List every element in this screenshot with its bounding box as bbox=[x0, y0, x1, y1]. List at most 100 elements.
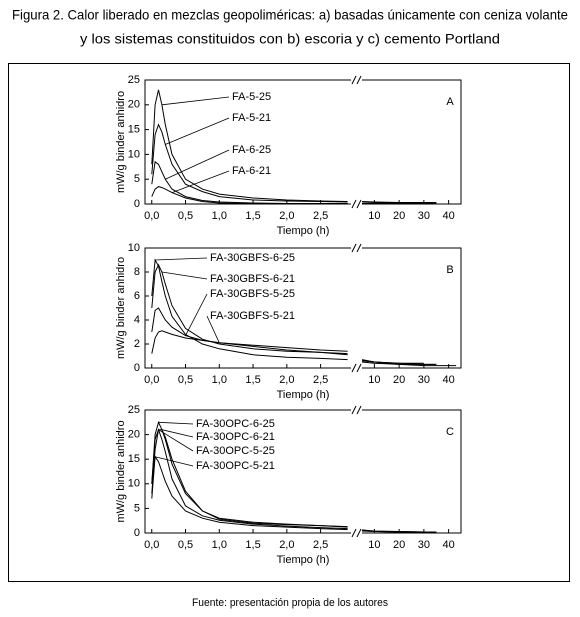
axis-break bbox=[356, 363, 362, 373]
series-label: FA-5-25 bbox=[232, 91, 271, 103]
figure-frame bbox=[8, 63, 570, 582]
leader-line bbox=[206, 315, 220, 343]
y-tick-label: 15 bbox=[128, 124, 140, 136]
leader-line bbox=[155, 456, 194, 467]
x-axis-label: Tiempo (h) bbox=[277, 225, 330, 237]
x-axis-label: Tiempo (h) bbox=[277, 554, 330, 566]
x-tick-label: 0,0 bbox=[144, 539, 159, 551]
x-tick-label: 2,0 bbox=[279, 374, 294, 386]
x-tick-label: 40 bbox=[443, 210, 455, 222]
x-tick-label: 0,5 bbox=[178, 539, 193, 551]
axis-break bbox=[356, 75, 362, 85]
axis-break bbox=[351, 405, 357, 415]
leader-line bbox=[165, 149, 230, 180]
panel-label: A bbox=[446, 96, 454, 108]
series-label: FA-30GBFS-6-25 bbox=[210, 252, 295, 264]
x-tick-label: 1,5 bbox=[245, 210, 260, 222]
y-tick-label: 5 bbox=[134, 502, 140, 514]
y-tick-label: 25 bbox=[128, 404, 140, 416]
series-label: FA-30OPC-5-21 bbox=[196, 460, 275, 472]
x-tick-label: 2,5 bbox=[313, 539, 328, 551]
leader-line bbox=[161, 96, 230, 106]
leader-line bbox=[158, 421, 194, 425]
y-axis-label: mW/g binder anhidro bbox=[115, 420, 127, 522]
x-tick-label: 40 bbox=[443, 374, 455, 386]
series-line bbox=[151, 123, 437, 203]
x-tick-label: 30 bbox=[418, 539, 430, 551]
x-tick-label: 10 bbox=[368, 210, 380, 222]
series-label: FA-30OPC-6-21 bbox=[196, 431, 275, 443]
x-tick-label: 20 bbox=[393, 539, 405, 551]
series-line bbox=[151, 89, 437, 203]
series-line bbox=[151, 455, 437, 533]
y-tick-label: 25 bbox=[128, 74, 140, 86]
panel-label: B bbox=[446, 264, 453, 276]
figure-title: Figura 2. Calor liberado en mezclas geop… bbox=[12, 7, 568, 23]
y-tick-label: 8 bbox=[134, 266, 140, 278]
x-tick-label: 0,5 bbox=[178, 210, 193, 222]
x-tick-label: 20 bbox=[393, 374, 405, 386]
series-label: FA-6-25 bbox=[232, 144, 271, 156]
x-tick-label: 10 bbox=[368, 539, 380, 551]
y-tick-label: 20 bbox=[128, 99, 140, 111]
y-tick-label: 15 bbox=[128, 453, 140, 465]
leader-line bbox=[171, 170, 230, 193]
y-tick-label: 0 bbox=[134, 198, 140, 210]
x-tick-label: 0,0 bbox=[144, 210, 159, 222]
x-tick-label: 10 bbox=[368, 374, 380, 386]
panel-label: C bbox=[446, 426, 454, 438]
series-line bbox=[151, 420, 437, 533]
x-tick-label: 1,5 bbox=[245, 539, 260, 551]
x-tick-label: 30 bbox=[418, 210, 430, 222]
series-label: FA-5-21 bbox=[232, 112, 271, 124]
x-tick-label: 2,5 bbox=[313, 374, 328, 386]
x-tick-label: 40 bbox=[443, 539, 455, 551]
x-tick-label: 2,0 bbox=[279, 210, 294, 222]
y-tick-label: 4 bbox=[134, 314, 140, 326]
source-note: Fuente: presentación propia de los autor… bbox=[192, 597, 388, 609]
leader-line bbox=[155, 257, 208, 261]
figure-title: y los sistemas constituidos con b) escor… bbox=[80, 31, 500, 47]
axis-break bbox=[351, 75, 357, 85]
x-tick-label: 1,0 bbox=[212, 539, 227, 551]
axis-break bbox=[351, 199, 357, 209]
x-tick-label: 30 bbox=[418, 374, 430, 386]
x-tick-label: 0,0 bbox=[144, 374, 159, 386]
y-axis-label: mW/g binder anhidro bbox=[115, 91, 127, 193]
axis-frame bbox=[144, 79, 462, 205]
leader-line bbox=[165, 117, 230, 145]
series-label: FA-30OPC-6-25 bbox=[196, 418, 275, 430]
series-label: FA-6-21 bbox=[232, 165, 271, 177]
series-line bbox=[151, 428, 437, 533]
x-tick-label: 2,0 bbox=[279, 539, 294, 551]
axis-break bbox=[356, 199, 362, 209]
series-line bbox=[151, 258, 457, 367]
series-label: FA-30OPC-5-25 bbox=[196, 445, 275, 457]
axis-break bbox=[356, 528, 362, 538]
leader-line bbox=[161, 271, 208, 280]
axis-break bbox=[351, 363, 357, 373]
axis-frame bbox=[144, 409, 462, 534]
axis-break bbox=[351, 243, 357, 253]
y-tick-label: 10 bbox=[128, 242, 140, 254]
y-tick-label: 0 bbox=[134, 527, 140, 539]
axis-frame bbox=[144, 247, 462, 369]
series-label: FA-30GBFS-5-25 bbox=[210, 288, 295, 300]
x-tick-label: 0,5 bbox=[178, 374, 193, 386]
y-axis-label: mW/g binder anhidro bbox=[115, 257, 127, 359]
y-tick-label: 0 bbox=[134, 362, 140, 374]
y-tick-label: 10 bbox=[128, 148, 140, 160]
series-label: FA-30GBFS-5-21 bbox=[210, 310, 295, 322]
series-label: FA-30GBFS-6-21 bbox=[210, 273, 295, 285]
x-tick-label: 2,5 bbox=[313, 210, 328, 222]
axis-break bbox=[351, 528, 357, 538]
series-line bbox=[151, 330, 424, 364]
axis-break bbox=[356, 243, 362, 253]
series-line bbox=[151, 429, 437, 533]
series-line bbox=[151, 186, 437, 204]
y-tick-label: 2 bbox=[134, 338, 140, 350]
leader-line bbox=[185, 293, 208, 336]
x-tick-label: 1,0 bbox=[212, 210, 227, 222]
leader-line bbox=[161, 429, 194, 438]
